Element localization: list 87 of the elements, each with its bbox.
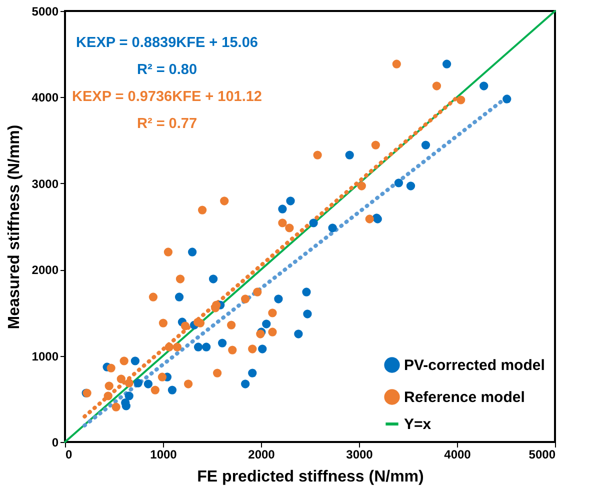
annotation: KEXP = 0.9736KFE + 101.12 [72, 89, 262, 105]
x-tick-label: 3000 [346, 448, 374, 462]
point [172, 342, 182, 352]
point [294, 330, 303, 338]
point [168, 386, 177, 394]
point [313, 150, 322, 160]
point [371, 140, 380, 150]
point [148, 292, 158, 302]
point [164, 342, 174, 352]
annotation: R² = 0.77 [136, 116, 198, 132]
x-tick-label: 5000 [528, 448, 556, 462]
point [357, 182, 366, 190]
point [240, 294, 250, 304]
y-tick-label: 5000 [32, 4, 59, 18]
point [303, 310, 312, 318]
point [328, 224, 337, 232]
annotation: R² = 0.80 [136, 62, 198, 78]
point [268, 328, 277, 336]
point [262, 320, 271, 328]
point [268, 308, 277, 318]
point [134, 378, 142, 388]
point [116, 374, 126, 384]
point [302, 288, 311, 296]
point [228, 346, 237, 354]
point [120, 356, 128, 366]
point [345, 150, 354, 160]
point [158, 372, 167, 382]
point [112, 402, 120, 412]
point [212, 368, 222, 378]
point [220, 196, 229, 206]
point [285, 224, 294, 232]
annotation: KEXP = 0.8839KFE + 15.06 [76, 35, 258, 51]
point [278, 204, 287, 214]
legend-label: Reference model [404, 389, 525, 406]
point [184, 380, 193, 388]
point [258, 344, 267, 354]
point [286, 196, 295, 206]
point [208, 274, 218, 284]
point [150, 386, 160, 394]
point [176, 274, 185, 284]
legend-label: PV-corrected model [404, 357, 545, 374]
point [456, 96, 466, 104]
x-tick-label: 0 [66, 448, 72, 462]
point [194, 342, 203, 352]
point [104, 392, 112, 400]
y-tick-label: 3000 [32, 176, 59, 191]
point [248, 368, 257, 378]
point [226, 320, 236, 330]
point [274, 294, 283, 304]
point [218, 338, 227, 348]
point [392, 60, 401, 68]
y-tick-label: 1000 [32, 349, 59, 364]
point [174, 292, 184, 302]
y-axis-title: Measured stiffness (N/mm) [6, 124, 23, 330]
x-axis-title: FE predicted stiffness (N/mm) [197, 468, 424, 486]
point [106, 364, 116, 372]
point [278, 218, 287, 228]
x-tick-label: 2000 [248, 448, 276, 462]
point [180, 322, 190, 330]
point [158, 318, 168, 328]
point [130, 356, 140, 366]
point [240, 380, 250, 388]
y-tick-label: 2000 [32, 263, 59, 278]
point [104, 382, 114, 390]
point [365, 214, 374, 224]
point [248, 344, 257, 354]
point [188, 248, 197, 256]
point [202, 342, 211, 352]
y-tick-label: 0 [52, 436, 59, 450]
point [164, 248, 173, 256]
point [394, 178, 404, 188]
x-tick-label: 4000 [444, 448, 472, 462]
point [442, 60, 452, 68]
point [480, 82, 488, 90]
point [406, 182, 416, 190]
point [144, 380, 153, 388]
x-tick-label: 1000 [150, 448, 178, 462]
point [502, 94, 512, 104]
point [309, 218, 318, 228]
point [421, 140, 430, 150]
point [253, 288, 262, 296]
point [124, 378, 134, 388]
y-tick-label: 4000 [32, 90, 59, 105]
point [432, 82, 442, 90]
point [198, 206, 207, 214]
legend-label: Y=x [404, 416, 432, 433]
point [124, 392, 134, 400]
